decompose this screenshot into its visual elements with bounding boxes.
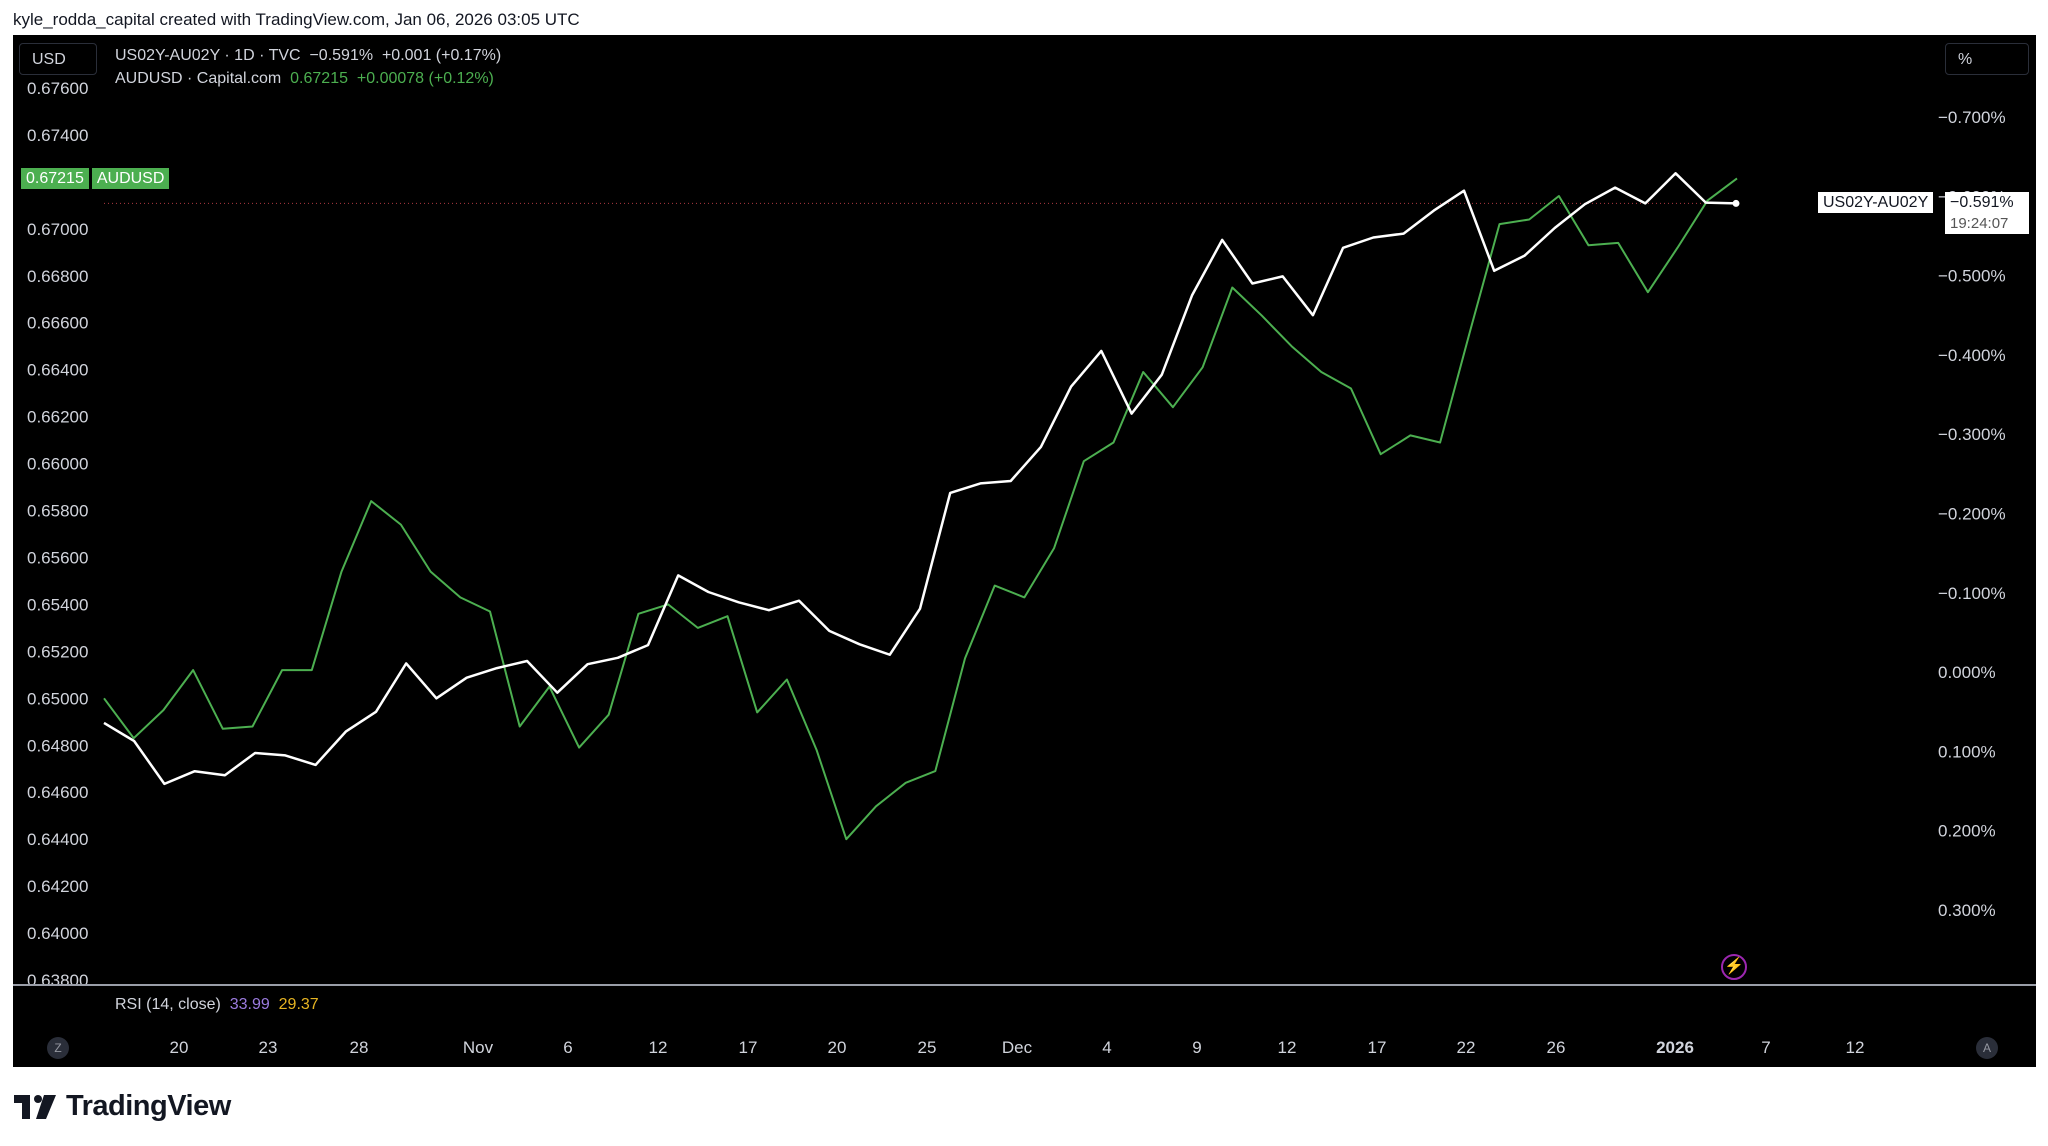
right-axis-tick-label: −0.400% — [1938, 346, 2006, 365]
left-axis-tick-label: 0.64800 — [27, 736, 88, 755]
left-axis-tick-label: 0.67000 — [27, 220, 88, 239]
legend-audusd-name: AUDUSD · Capital.com — [115, 70, 282, 87]
audusd-price-tag-label: AUDUSD — [91, 168, 170, 189]
bar-countdown: 19:24:07 — [1950, 215, 2009, 232]
left-axis-tick-label: 0.65000 — [27, 689, 88, 708]
legend-audusd-change: +0.00078 (+0.12%) — [356, 70, 494, 87]
time-axis-tick-label: 12 — [649, 1038, 668, 1057]
left-axis-tick-label: 0.67400 — [27, 126, 88, 145]
left-axis-tick-label: 0.66000 — [27, 455, 88, 474]
zoom-button[interactable]: Z — [47, 1037, 69, 1059]
left-axis-tick-label: 0.66800 — [27, 267, 88, 286]
rsi-legend[interactable]: RSI (14, close) 33.99 29.37 — [115, 996, 319, 1014]
attribution-text: kyle_rodda_capital created with TradingV… — [13, 10, 580, 29]
legend-spread-change: +0.001 (+0.17%) — [381, 47, 502, 64]
lightning-icon[interactable]: ⚡ — [1721, 954, 1747, 980]
left-axis-tick-label: 0.65600 — [27, 548, 88, 567]
time-axis-tick-label: 2026 — [1656, 1038, 1694, 1057]
tradingview-logo-icon — [14, 1094, 56, 1119]
legend-row-spread[interactable]: US02Y-AU02Y · 1D · TVC −0.591% +0.001 (+… — [115, 47, 501, 65]
time-axis-tick-label: Dec — [1002, 1038, 1033, 1057]
auto-scale-button[interactable]: A — [1976, 1037, 1998, 1059]
spread-series-label: US02Y-AU02Y — [1818, 192, 1934, 213]
legend-audusd-value: 0.67215 — [290, 70, 348, 87]
right-axis-tick-label: −0.200% — [1938, 505, 2006, 524]
audusd-price-tag-value: 0.67215 — [21, 168, 89, 189]
left-axis-tick-label: 0.65400 — [27, 595, 88, 614]
right-axis-tick-label: −0.100% — [1938, 584, 2006, 603]
time-axis-tick-label: 6 — [563, 1038, 572, 1057]
time-axis: 20 23 28 Nov 6 12 17 20 25 Dec 4 9 12 17 22 26 2026 7 12 — [170, 1038, 1865, 1057]
time-axis-tick-label: 4 — [1102, 1038, 1111, 1057]
rsi-pane-separator[interactable] — [13, 984, 2036, 986]
right-axis-tick-label: 0.100% — [1938, 742, 1996, 761]
left-axis-tick-label: 0.63800 — [27, 971, 88, 990]
left-axis-tick-label: 0.64200 — [27, 877, 88, 896]
legend-row-audusd[interactable]: AUDUSD · Capital.com 0.67215 +0.00078 (+… — [115, 70, 494, 88]
right-axis-tick-label: 0.200% — [1938, 822, 1996, 841]
right-axis-tick-label: −0.700% — [1938, 108, 2006, 127]
right-axis-tick-label: 0.000% — [1938, 663, 1996, 682]
time-axis-tick-label: 7 — [1761, 1038, 1770, 1057]
left-axis-tick-label: 0.64400 — [27, 830, 88, 849]
left-axis-tick-label: 0.65200 — [27, 642, 88, 661]
scale-mode-button[interactable]: % — [1945, 43, 2029, 75]
time-axis-tick-label: 17 — [1368, 1038, 1387, 1057]
left-axis-tick-label: 0.64000 — [27, 924, 88, 943]
time-axis-tick-label: 20 — [828, 1038, 847, 1057]
price-chart[interactable]: 0.676000.674000.672000.670000.668000.666… — [13, 35, 2036, 1067]
series-line-us02y-au02y — [103, 172, 1737, 786]
left-axis-tick-label: 0.66200 — [27, 408, 88, 427]
time-axis-tick-label: 17 — [739, 1038, 758, 1057]
tradingview-logo: TradingView — [14, 1090, 231, 1123]
time-axis-tick-label: 20 — [170, 1038, 189, 1057]
rsi-value-2: 29.37 — [278, 996, 319, 1013]
time-axis-tick-label: 26 — [1547, 1038, 1566, 1057]
left-axis-tick-label: 0.66600 — [27, 314, 88, 333]
legend-spread-name: US02Y-AU02Y · 1D · TVC — [115, 47, 301, 64]
time-axis-tick-label: 22 — [1457, 1038, 1476, 1057]
time-axis-tick-label: Nov — [463, 1038, 494, 1057]
currency-button[interactable]: USD — [19, 43, 97, 75]
left-price-axis: 0.676000.674000.672000.670000.668000.666… — [27, 79, 88, 990]
time-axis-tick-label: 23 — [259, 1038, 278, 1057]
rsi-value-1: 33.99 — [229, 996, 270, 1013]
time-axis-tick-label: 12 — [1846, 1038, 1865, 1057]
left-axis-tick-label: 0.64600 — [27, 783, 88, 802]
rsi-label: RSI (14, close) — [115, 996, 221, 1013]
right-axis-tick-label: −0.300% — [1938, 425, 2006, 444]
spread-price-tag: −0.591% 19:24:07 — [1945, 192, 2029, 234]
left-axis-tick-label: 0.67600 — [27, 79, 88, 98]
left-axis-tick-label: 0.65800 — [27, 502, 88, 521]
chart-panel[interactable]: 0.676000.674000.672000.670000.668000.666… — [13, 35, 2036, 1067]
spread-last-point — [1732, 199, 1740, 207]
time-axis-tick-label: 25 — [918, 1038, 937, 1057]
time-axis-tick-label: 12 — [1278, 1038, 1297, 1057]
audusd-price-tag: 0.67215 AUDUSD — [21, 168, 170, 189]
right-axis-tick-label: −0.500% — [1938, 267, 2006, 286]
series-line-audusd — [103, 177, 1738, 841]
spread-price-tag-value: −0.591% — [1950, 194, 2014, 211]
tradingview-logo-text: TradingView — [66, 1090, 231, 1122]
right-percent-axis: −0.700%−0.600%−0.500%−0.400%−0.300%−0.20… — [1938, 108, 2006, 920]
series-layer — [103, 172, 1740, 841]
right-axis-tick-label: 0.300% — [1938, 901, 1996, 920]
time-axis-tick-label: 28 — [350, 1038, 369, 1057]
left-axis-tick-label: 0.66400 — [27, 361, 88, 380]
time-axis-tick-label: 9 — [1192, 1038, 1201, 1057]
legend-spread-value: −0.591% — [309, 47, 374, 64]
